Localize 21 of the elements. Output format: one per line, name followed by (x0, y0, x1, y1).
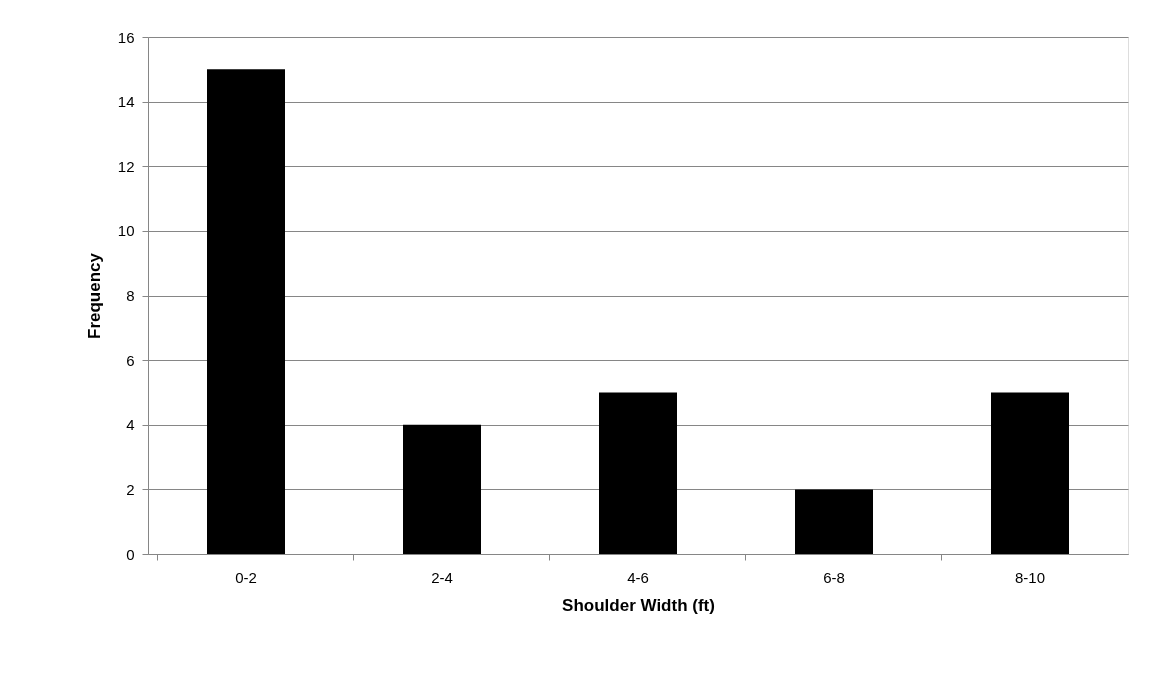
y-tick-label: 4 (126, 416, 135, 434)
x-tick-label: 0-2 (235, 568, 257, 586)
x-axis-title: Shoulder Width (ft) (562, 595, 715, 615)
y-tick-label: 10 (117, 222, 135, 240)
y-tick-label: 16 (117, 28, 135, 46)
bar (991, 392, 1069, 554)
bar (599, 392, 677, 554)
x-tick-label: 2-4 (431, 568, 453, 586)
bar (207, 69, 285, 554)
x-tick-label: 8-10 (1014, 568, 1046, 586)
x-tick-label: 4-6 (627, 568, 649, 586)
y-tick-label: 2 (126, 480, 135, 498)
bar (795, 489, 873, 554)
y-axis-title: Frequency (84, 252, 104, 339)
x-tick-label: 6-8 (823, 568, 845, 586)
bar (403, 424, 481, 554)
y-tick-label: 8 (126, 287, 135, 304)
y-tick-label: 14 (117, 93, 135, 111)
y-tick-label: 6 (126, 351, 135, 369)
y-tick-label: 0 (126, 545, 135, 563)
y-tick-label: 12 (117, 157, 135, 175)
